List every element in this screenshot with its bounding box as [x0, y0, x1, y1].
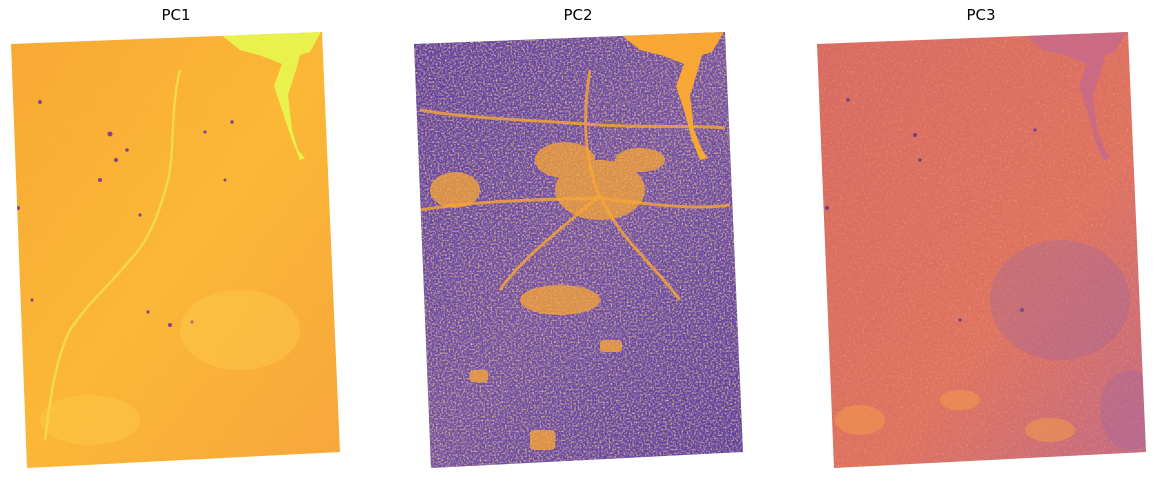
panel-title-pc2: PC2	[563, 6, 593, 24]
panel-image-pc1	[11, 32, 340, 468]
panel-image-pc2	[414, 32, 743, 468]
panel-title-pc1: PC1	[161, 6, 191, 24]
panel-image-pc3	[817, 32, 1146, 468]
panel-title-pc3: PC3	[966, 6, 996, 24]
